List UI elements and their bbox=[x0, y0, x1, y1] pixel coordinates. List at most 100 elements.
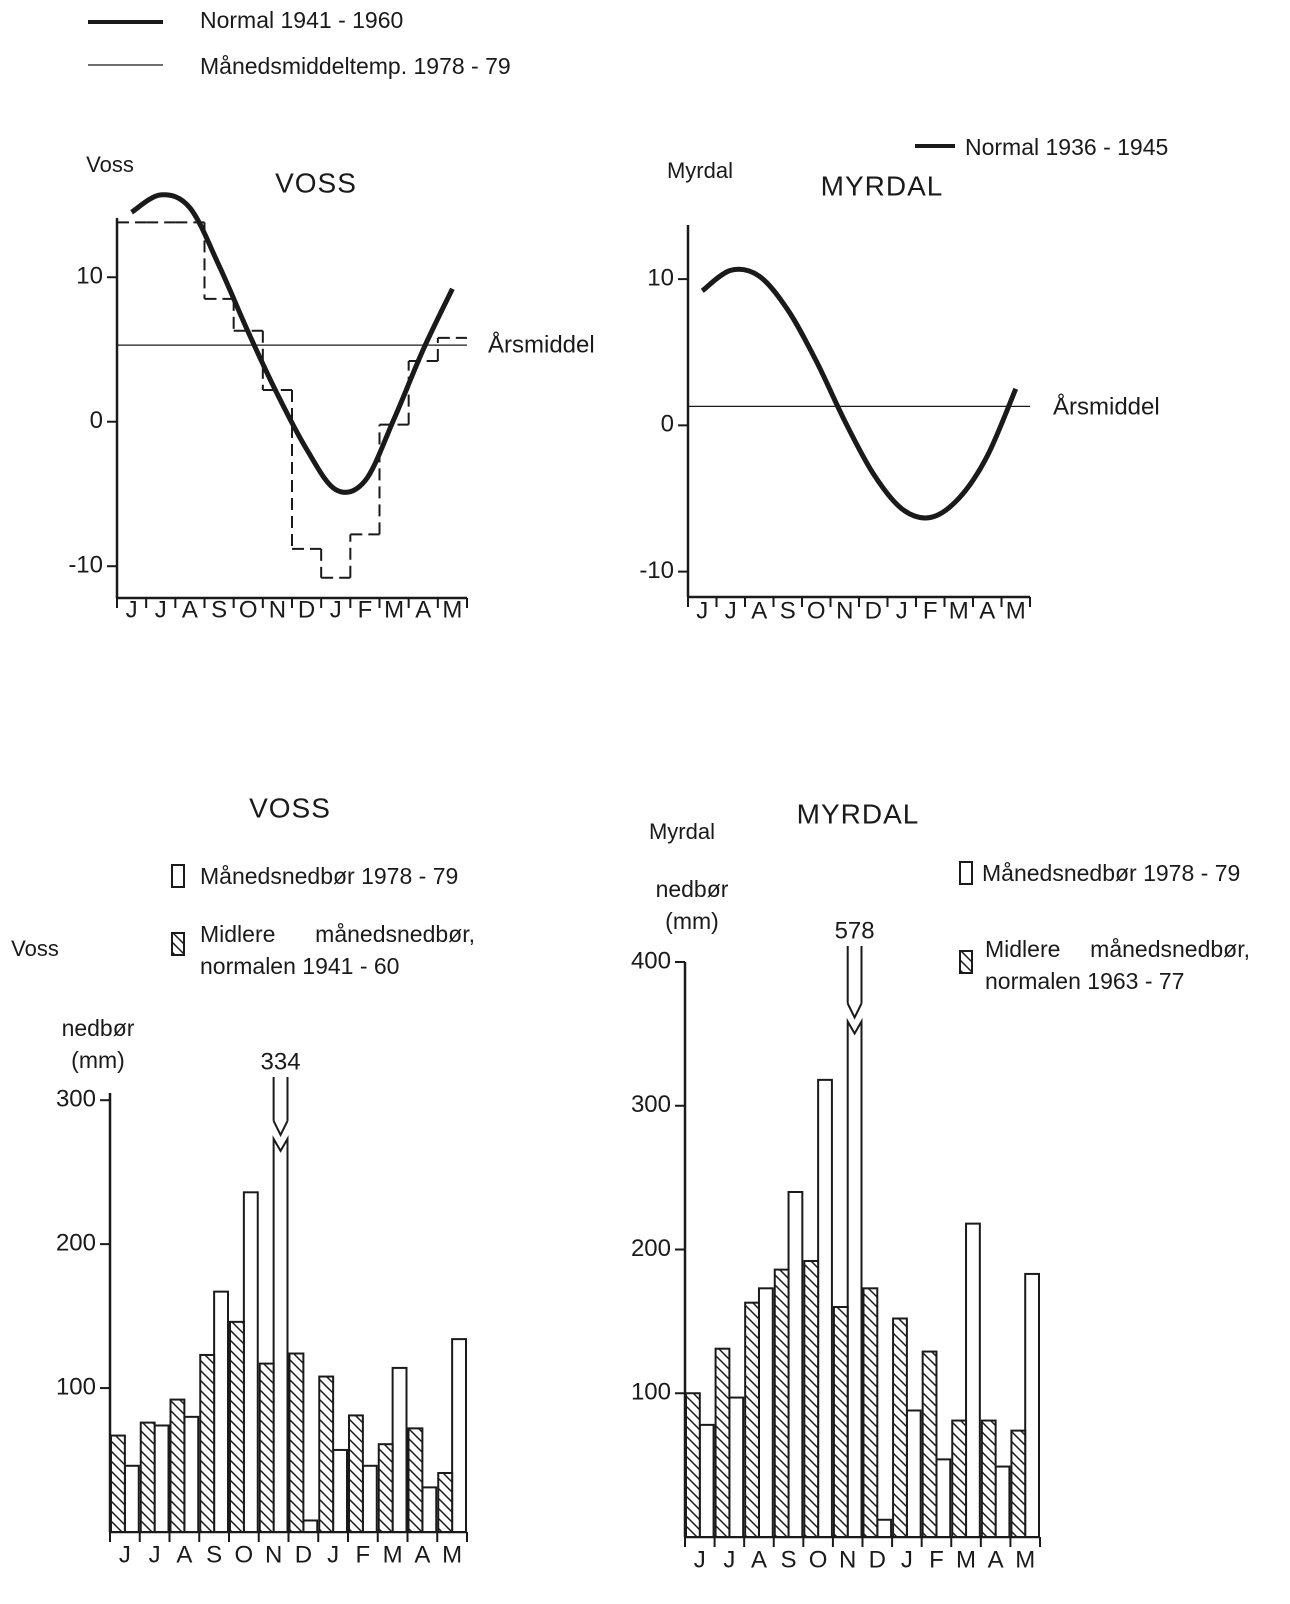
annual-mean-label: Årsmiddel bbox=[1053, 392, 1160, 420]
x-tick-label: A bbox=[182, 596, 198, 623]
x-tick-label: S bbox=[781, 1546, 797, 1573]
bar bbox=[905, 1409, 922, 1537]
bar bbox=[153, 1424, 170, 1532]
bar bbox=[935, 1458, 952, 1537]
x-tick-label: A bbox=[988, 1546, 1004, 1573]
x-tick-label: J bbox=[694, 1546, 706, 1573]
bar bbox=[757, 1287, 774, 1537]
x-tick-label: A bbox=[751, 597, 767, 624]
x-tick-label: J bbox=[901, 1546, 913, 1573]
legend-swatch bbox=[171, 864, 185, 888]
bar bbox=[817, 1078, 833, 1537]
bar bbox=[407, 1427, 424, 1532]
bar bbox=[892, 1317, 908, 1537]
normal-curve bbox=[130, 192, 455, 495]
x-tick-label: F bbox=[356, 1541, 371, 1568]
y-tick-label: 10 bbox=[647, 264, 674, 291]
bar bbox=[994, 1465, 1011, 1537]
bar bbox=[332, 1448, 348, 1532]
x-tick-label: M bbox=[956, 1546, 976, 1573]
legend-label: Normal 1941 - 1960 bbox=[200, 7, 404, 33]
bar bbox=[862, 1287, 879, 1537]
bar bbox=[921, 1350, 938, 1537]
x-tick-label: M bbox=[383, 1541, 403, 1568]
legend-label: Midlere månedsnedbør, normalen 1941 - 60 bbox=[200, 921, 475, 979]
legend-label: Normal 1936 - 1945 bbox=[965, 134, 1169, 160]
y-tick-label: 100 bbox=[631, 1379, 671, 1406]
bar bbox=[421, 1486, 438, 1532]
y-axis-label: Myrdal bbox=[667, 158, 733, 183]
bar bbox=[714, 1347, 731, 1537]
bar bbox=[980, 1419, 997, 1537]
bar bbox=[272, 1077, 289, 1532]
bar bbox=[229, 1320, 245, 1532]
normal-curve bbox=[700, 266, 1019, 521]
x-tick-label: J bbox=[327, 1541, 339, 1568]
chart-title: MYRDAL bbox=[797, 798, 920, 829]
x-tick-label: A bbox=[415, 596, 431, 623]
x-tick-label: F bbox=[358, 596, 373, 623]
bar bbox=[318, 1375, 335, 1532]
y-unit-label: nedbør (mm) bbox=[655, 876, 729, 934]
x-tick-label: O bbox=[809, 1546, 828, 1573]
x-tick-label: D bbox=[865, 597, 882, 624]
bar bbox=[183, 1415, 200, 1532]
bar bbox=[965, 1222, 981, 1537]
bar bbox=[803, 1260, 820, 1537]
y-tick-label: 10 bbox=[76, 263, 103, 290]
y-tick-label: 300 bbox=[56, 1086, 96, 1113]
x-tick-label: N bbox=[836, 597, 853, 624]
x-tick-label: S bbox=[211, 596, 227, 623]
chart-title: VOSS bbox=[275, 167, 357, 198]
legend-swatch bbox=[171, 932, 185, 956]
bar bbox=[773, 1268, 790, 1537]
bar bbox=[685, 1392, 701, 1537]
x-tick-label: A bbox=[414, 1541, 430, 1568]
bar bbox=[377, 1443, 394, 1532]
x-tick-label: A bbox=[176, 1541, 192, 1568]
y-tick-label: 0 bbox=[90, 407, 103, 434]
bar bbox=[698, 1423, 715, 1537]
x-tick-label: O bbox=[807, 597, 826, 624]
axis-break bbox=[846, 1003, 863, 1020]
x-tick-label: J bbox=[155, 596, 167, 623]
x-tick-label: M bbox=[442, 1541, 462, 1568]
bar bbox=[787, 1191, 804, 1537]
x-tick-label: D bbox=[295, 1541, 312, 1568]
x-tick-label: J bbox=[896, 597, 908, 624]
y-tick-label: 400 bbox=[631, 947, 671, 974]
x-tick-label: M bbox=[949, 597, 969, 624]
bar bbox=[728, 1396, 745, 1537]
x-tick-label: F bbox=[929, 1546, 944, 1573]
bar bbox=[744, 1301, 760, 1537]
value-label: 334 bbox=[261, 1048, 301, 1075]
y-axis-label: Voss bbox=[11, 936, 59, 961]
x-tick-label: M bbox=[1015, 1546, 1035, 1573]
x-tick-label: M bbox=[442, 596, 462, 623]
axis-break bbox=[272, 1135, 289, 1153]
x-tick-label: O bbox=[235, 1541, 254, 1568]
bar bbox=[139, 1421, 156, 1532]
value-label: 578 bbox=[835, 917, 875, 944]
y-axis-label: Myrdal bbox=[649, 819, 715, 844]
y-tick-label: 100 bbox=[56, 1373, 96, 1400]
chart-title: MYRDAL bbox=[821, 170, 944, 201]
legend-swatch bbox=[959, 950, 973, 974]
x-tick-label: D bbox=[869, 1546, 886, 1573]
bar bbox=[348, 1414, 364, 1532]
bar bbox=[437, 1471, 454, 1532]
bar bbox=[302, 1519, 319, 1532]
x-tick-label: F bbox=[923, 597, 938, 624]
bar bbox=[451, 1338, 467, 1532]
x-tick-label: S bbox=[780, 597, 796, 624]
y-tick-label: -10 bbox=[68, 552, 103, 579]
x-tick-label: D bbox=[298, 596, 315, 623]
x-tick-label: J bbox=[723, 1546, 735, 1573]
bar bbox=[199, 1353, 216, 1532]
legend-swatch bbox=[959, 861, 973, 885]
legend-label: Månedsmiddeltemp. 1978 - 79 bbox=[200, 53, 511, 79]
bar bbox=[391, 1366, 408, 1532]
bar bbox=[169, 1398, 186, 1532]
legend-label: Månedsnedbør 1978 - 79 bbox=[982, 860, 1241, 886]
x-tick-label: M bbox=[384, 596, 404, 623]
